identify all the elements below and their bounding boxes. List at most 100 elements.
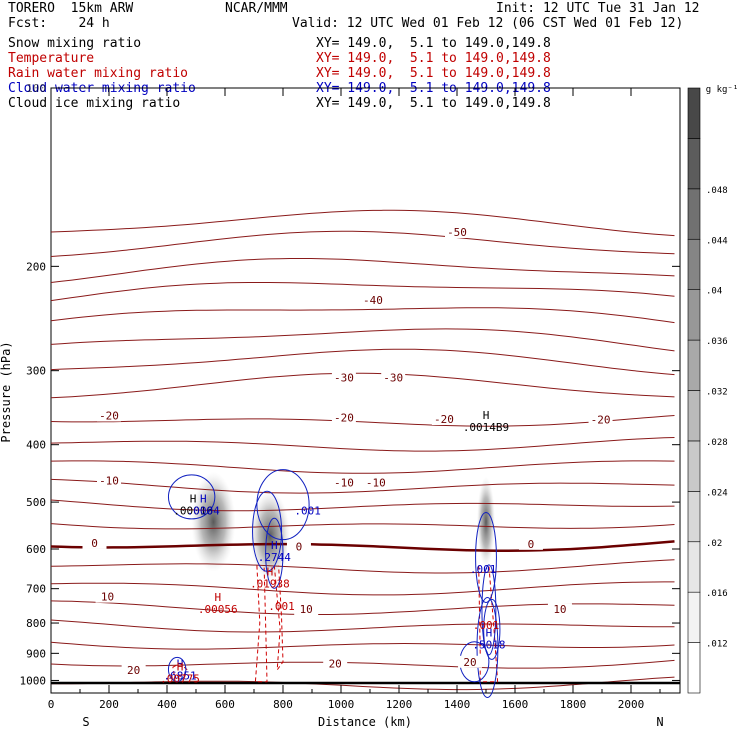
- y-tick-label: 400: [26, 439, 46, 452]
- field-name: Temperature: [8, 51, 95, 66]
- maximum-marker-h: H: [271, 539, 278, 552]
- temperature-contour: [50, 307, 675, 324]
- colorbar-swatch: [687, 591, 701, 643]
- x-tick-label: 1000: [328, 698, 355, 711]
- colorbar-swatch: [687, 188, 701, 240]
- label-bg: [547, 603, 572, 616]
- temperature-label: -10: [366, 476, 386, 489]
- temperature-contour: [50, 372, 675, 399]
- temperature-contour: [50, 209, 675, 237]
- field-name: Snow mixing ratio: [8, 36, 142, 51]
- y-tick-label: 300: [26, 365, 46, 378]
- maximum-value: .2744: [258, 551, 291, 564]
- temperature-label: 10: [300, 603, 313, 616]
- label-bg: [381, 371, 406, 384]
- temperature-contour: [50, 415, 675, 427]
- x-tick-label: 2000: [618, 698, 645, 711]
- init-time: Init: 12 UTC Tue 31 Jan 12: [496, 1, 700, 16]
- label-bg: [121, 664, 146, 677]
- temperature-label: -20: [334, 412, 354, 425]
- rain-contour: [254, 565, 268, 683]
- colorbar-label: .044: [706, 236, 728, 246]
- label-bg: [323, 657, 348, 670]
- temperature-contour: [50, 600, 675, 615]
- colorbar-swatch: [687, 289, 701, 341]
- maximum-value: .6851: [163, 669, 196, 682]
- x-tick-label: 0: [48, 698, 55, 711]
- colorbar-label: .012: [706, 640, 728, 650]
- x-axis-label: Distance (km): [318, 715, 412, 729]
- y-tick-label: 600: [26, 543, 46, 556]
- maximum-marker-h: H: [486, 627, 493, 640]
- label-bg: [82, 536, 107, 549]
- label-bg: [95, 590, 120, 603]
- temperature-contour: [50, 460, 675, 474]
- temperature-contour: [50, 641, 675, 650]
- temperature-label: -30: [334, 371, 354, 384]
- temperature-contour: [50, 478, 675, 494]
- y-tick-label: 900: [26, 647, 46, 660]
- field-xy: XY= 149.0, 5.1 to 149.0,149.8: [316, 66, 551, 81]
- cloud-water-contour: [167, 474, 216, 520]
- y-axis-label: Pressure (hPa): [0, 341, 13, 442]
- plot-frame: [50, 87, 681, 694]
- temperature-label: -40: [363, 294, 383, 307]
- axes: 0 200 400 600 800 1000 1200 1400 1600 1800 2000200…: [20, 82, 680, 711]
- maximum-value: .5018: [472, 639, 505, 652]
- x-tick-label: 1400: [444, 698, 471, 711]
- field-xy: XY= 149.0, 5.1 to 149.0,149.8: [316, 96, 551, 111]
- maximum-marker-h: H: [267, 565, 274, 578]
- label-bg: [286, 540, 311, 553]
- maximum-value: .0014B9: [463, 421, 509, 434]
- x-tick-label: 1600: [502, 698, 529, 711]
- temperature-label: -10: [334, 476, 354, 489]
- colorbar-label: .04: [706, 287, 722, 297]
- temperature-label: -30: [383, 371, 403, 384]
- label-bg: [458, 655, 483, 668]
- temperature-contour: [50, 540, 675, 552]
- colorbar: .012 .016 .02 .024 .028 .032 .036 .04 .044 .048: [687, 87, 728, 694]
- y-tick-label: 1000: [20, 674, 47, 687]
- cloud-water-contour: [256, 469, 310, 541]
- x-tick-label: 1200: [386, 698, 413, 711]
- colorbar-label: .036: [706, 337, 728, 347]
- colorbar-label: .048: [706, 186, 728, 196]
- temperature-contour: [50, 659, 675, 669]
- temperature-contour: [50, 619, 675, 633]
- label-bg: [431, 413, 456, 426]
- field-xy: XY= 149.0, 5.1 to 149.0,149.8: [316, 36, 551, 51]
- colorbar-swatch: [687, 642, 701, 694]
- contour-label: .001: [268, 600, 295, 613]
- temperature-label: 0: [296, 540, 303, 553]
- temperature-contour: [50, 499, 675, 512]
- temperature-label: -50: [447, 226, 467, 239]
- temperature-label: 20: [329, 658, 342, 671]
- north-label: N: [656, 715, 663, 729]
- label-bg: [97, 474, 121, 487]
- maximum-value: .00775: [160, 673, 200, 686]
- colorbar-label: .032: [706, 388, 728, 398]
- cloud-water-contour: [167, 656, 187, 682]
- temperature-contour: [50, 230, 675, 257]
- label-bg: [588, 413, 613, 426]
- y-tick-label: 500: [26, 496, 46, 509]
- field-name: Cloud ice mixing ratio: [8, 96, 181, 111]
- cloud-water-contour: [265, 517, 284, 589]
- colorbar-swatch: [687, 541, 701, 593]
- temperature-contour: [50, 523, 675, 530]
- model-title: TORERO 15km ARW: [8, 1, 134, 16]
- colorbar-unit: g kg⁻¹: [706, 85, 739, 95]
- cloud-water-contour: [481, 564, 497, 656]
- y-tick-label: 100: [26, 82, 46, 95]
- label-bg: [363, 476, 388, 489]
- temperature-label: -20: [99, 409, 119, 422]
- maximum-marker-h: H: [190, 493, 197, 506]
- label-bg: [294, 603, 319, 616]
- colorbar-label: .016: [706, 589, 728, 599]
- x-tick-label: 800: [273, 698, 293, 711]
- colorbar-swatch: [687, 491, 701, 543]
- org-label: NCAR/MMM: [225, 1, 288, 16]
- y-tick-label: 200: [26, 260, 46, 273]
- maximum-value: .01938: [250, 577, 290, 590]
